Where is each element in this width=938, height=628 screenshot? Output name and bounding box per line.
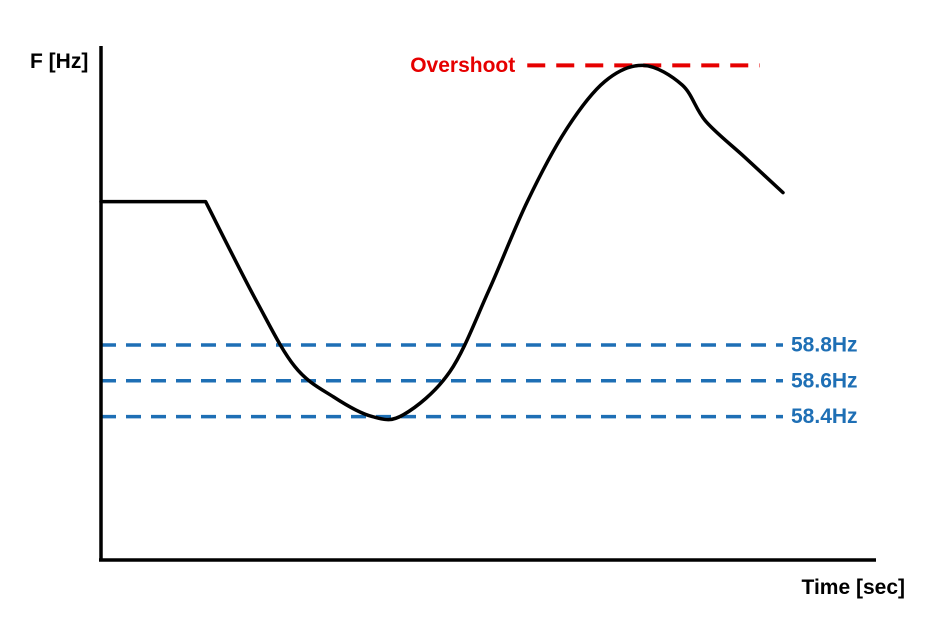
reference-line-label-1: 58.8Hz xyxy=(791,334,858,357)
x-axis-label: Time [sec] xyxy=(802,576,906,599)
y-axis-label: F [Hz] xyxy=(30,50,88,73)
reference-line-label-3: 58.4Hz xyxy=(791,405,858,428)
reference-lines: Overshoot 58.8Hz 58.6Hz 58.4Hz xyxy=(101,54,858,428)
reference-line-label-2: 58.6Hz xyxy=(791,369,858,392)
reference-line-label-0: Overshoot xyxy=(410,54,515,77)
frequency-curve xyxy=(99,63,785,422)
